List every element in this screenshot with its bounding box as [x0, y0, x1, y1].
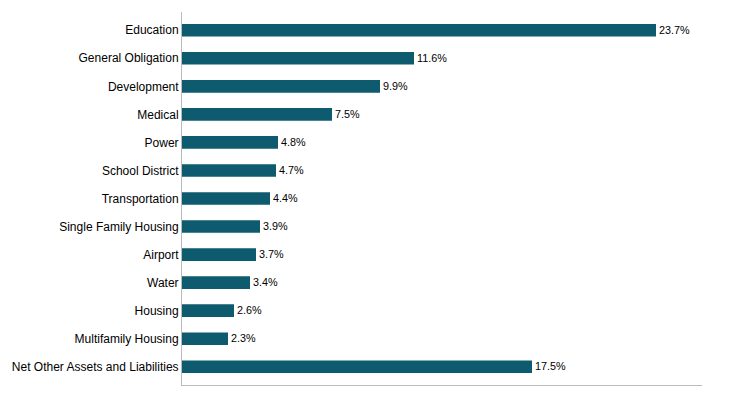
svg-text:17.5%: 17.5% [535, 360, 566, 372]
svg-text:7.5%: 7.5% [335, 108, 360, 120]
svg-text:3.9%: 3.9% [263, 220, 288, 232]
svg-text:4.8%: 4.8% [281, 136, 306, 148]
svg-text:11.6%: 11.6% [417, 52, 447, 64]
svg-text:School District: School District [102, 164, 179, 178]
svg-text:Water: Water [147, 276, 179, 290]
svg-text:23.7%: 23.7% [659, 24, 690, 36]
svg-text:Power: Power [145, 136, 179, 150]
svg-text:Education: Education [125, 23, 178, 37]
svg-text:Transportation: Transportation [102, 192, 179, 206]
svg-text:3.4%: 3.4% [253, 276, 278, 288]
svg-text:9.9%: 9.9% [383, 80, 408, 92]
svg-text:Development: Development [108, 80, 179, 94]
svg-text:Multifamily Housing: Multifamily Housing [75, 332, 179, 346]
svg-text:Housing: Housing [135, 304, 179, 318]
svg-text:4.7%: 4.7% [279, 164, 304, 176]
svg-text:3.7%: 3.7% [259, 248, 284, 260]
svg-text:2.6%: 2.6% [237, 304, 262, 316]
svg-text:2.3%: 2.3% [231, 332, 256, 344]
svg-text:Airport: Airport [143, 248, 179, 262]
svg-text:Medical: Medical [137, 108, 178, 122]
svg-text:Net Other Assets and Liabiliti: Net Other Assets and Liabilities [12, 360, 179, 374]
svg-text:4.4%: 4.4% [273, 192, 298, 204]
svg-text:Single Family Housing: Single Family Housing [59, 220, 178, 234]
svg-text:General Obligation: General Obligation [79, 51, 179, 65]
